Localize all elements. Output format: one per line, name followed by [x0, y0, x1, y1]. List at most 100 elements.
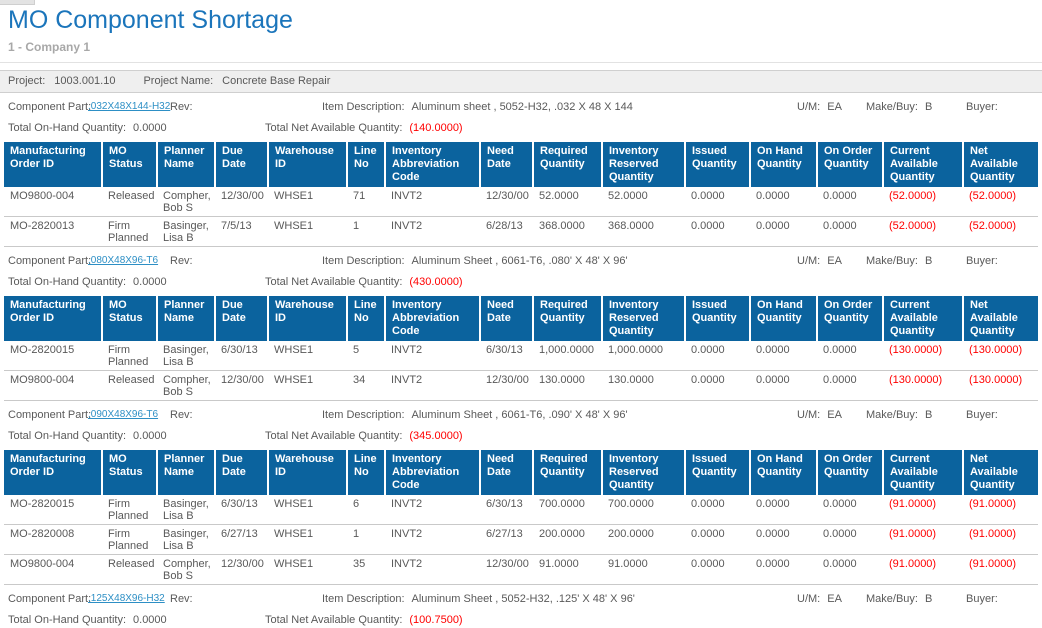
- total-net-available-label: Total Net Available Quantity:: [265, 614, 403, 626]
- total-net-available-label: Total Net Available Quantity:: [265, 122, 403, 134]
- table-cell: 200.0000: [533, 524, 602, 555]
- table-cell: INVT2: [385, 370, 480, 401]
- table-cell: MO9800-004: [4, 554, 102, 585]
- column-header: On Hand Quantity: [749, 450, 817, 495]
- rev-label: Rev:: [170, 593, 193, 605]
- column-header: Issued Quantity: [684, 450, 750, 495]
- table-cell: 12/30/00: [480, 554, 533, 585]
- make-buy-value: B: [924, 101, 933, 113]
- item-description-value: Aluminum Sheet , 6061-T6, .090' X 48' X …: [411, 409, 628, 421]
- table-cell: (91.0000): [883, 495, 963, 525]
- table-cell: 0.0000: [817, 187, 883, 217]
- component-part-link[interactable]: .125X48X96-H32: [88, 593, 165, 604]
- column-header: Inventory Abbreviation Code: [384, 296, 480, 341]
- make-buy-value: B: [924, 255, 933, 267]
- make-buy-field: Make/Buy: B: [866, 409, 932, 421]
- item-description-label: Item Description:: [322, 255, 405, 267]
- rev-label: Rev:: [170, 255, 193, 267]
- column-header: Required Quantity: [532, 142, 602, 187]
- table-cell: WHSE1: [268, 370, 347, 401]
- totals-row: Total On-Hand Quantity: 0.0000 Total Net A…: [0, 613, 1042, 628]
- table-cell: (91.0000): [883, 554, 963, 585]
- table-header-row: Manufacturing Order ID MO Status Planner N…: [4, 296, 1038, 341]
- table-cell: 5: [347, 341, 385, 371]
- table-row: MO9800-004 Released Compher, Bob S 12/30/00…: [4, 187, 1038, 217]
- table-cell: 0.0000: [685, 554, 750, 585]
- total-net-available-field: Total Net Available Quantity: (140.0000): [265, 122, 463, 134]
- component-part-link[interactable]: .032X48X144-H32: [88, 101, 171, 112]
- table-cell: (52.0000): [963, 187, 1038, 217]
- column-header: Issued Quantity: [684, 142, 750, 187]
- component-section: Component Part: .032X48X144-H32 Rev: Item D…: [0, 100, 1042, 247]
- column-header: Inventory Reserved Quantity: [601, 450, 685, 495]
- table-row: MO-2820015 Firm Planned Basinger, Lisa B 6/…: [4, 495, 1038, 525]
- column-header: Net Available Quantity: [962, 142, 1038, 187]
- column-header: Need Date: [479, 296, 533, 341]
- table-cell: (52.0000): [883, 187, 963, 217]
- column-header: Line No: [346, 142, 385, 187]
- total-on-hand-field: Total On-Hand Quantity: 0.0000: [8, 614, 167, 626]
- component-part-label: Component Part:: [8, 593, 92, 605]
- table-cell: MO9800-004: [4, 370, 102, 401]
- um-label: U/M:: [797, 409, 821, 421]
- table-cell: 0.0000: [817, 495, 883, 525]
- item-description-label: Item Description:: [322, 593, 405, 605]
- table-header-row: Manufacturing Order ID MO Status Planner N…: [4, 450, 1038, 495]
- total-on-hand-field: Total On-Hand Quantity: 0.0000: [8, 276, 167, 288]
- table-cell: 6/28/13: [480, 216, 533, 247]
- table-cell: Basinger, Lisa B: [157, 341, 215, 371]
- make-buy-field: Make/Buy: B: [866, 101, 932, 113]
- table-cell: 700.0000: [602, 495, 685, 525]
- column-header: Planner Name: [156, 142, 215, 187]
- column-header: Net Available Quantity: [962, 450, 1038, 495]
- component-part-label: Component Part:: [8, 101, 92, 113]
- component-part-link[interactable]: .090X48X96-T6: [88, 409, 159, 420]
- table-cell: 6/27/13: [215, 524, 268, 555]
- table-cell: INVT2: [385, 216, 480, 247]
- um-value: EA: [827, 593, 842, 605]
- table-row: MO-2820015 Firm Planned Basinger, Lisa B 6/…: [4, 341, 1038, 371]
- component-part-row: Component Part: .090X48X96-T6 Rev: Item Des…: [0, 408, 1042, 423]
- table-cell: INVT2: [385, 495, 480, 525]
- table-cell: 200.0000: [602, 524, 685, 555]
- table-cell: WHSE1: [268, 495, 347, 525]
- column-header: Planner Name: [156, 296, 215, 341]
- total-on-hand-field: Total On-Hand Quantity: 0.0000: [8, 430, 167, 442]
- item-description: Item Description: Aluminum sheet , 5052-H…: [322, 101, 633, 113]
- column-header: Manufacturing Order ID: [4, 296, 102, 341]
- component-part-row: Component Part: .125X48X96-H32 Rev: Item De…: [0, 592, 1042, 607]
- total-net-available-value: (140.0000): [409, 122, 463, 134]
- table-cell: INVT2: [385, 187, 480, 217]
- item-description-label: Item Description:: [322, 101, 405, 113]
- project-name-label: Project Name:: [143, 75, 214, 87]
- table-cell: (52.0000): [963, 216, 1038, 247]
- project-name-value: Concrete Base Repair: [222, 75, 331, 87]
- table-cell: (130.0000): [963, 370, 1038, 401]
- um-label: U/M:: [797, 593, 821, 605]
- rev-label: Rev:: [170, 409, 193, 421]
- column-header: Net Available Quantity: [962, 296, 1038, 341]
- make-buy-label: Make/Buy:: [866, 101, 918, 113]
- table-cell: MO-2820015: [4, 341, 102, 371]
- project-label: Project:: [8, 75, 46, 87]
- table-cell: 130.0000: [533, 370, 602, 401]
- table-cell: 368.0000: [602, 216, 685, 247]
- column-header: MO Status: [101, 142, 157, 187]
- component-part-link[interactable]: .080X48X96-T6: [88, 255, 159, 266]
- table-cell: 0.0000: [750, 370, 817, 401]
- item-description: Item Description: Aluminum Sheet , 6061-T…: [322, 255, 628, 267]
- column-header: Planner Name: [156, 450, 215, 495]
- table-row: MO9800-004 Released Compher, Bob S 12/30/00…: [4, 370, 1038, 401]
- buyer-label: Buyer:: [966, 255, 998, 267]
- table-cell: Firm Planned: [102, 524, 157, 555]
- table-cell: (91.0000): [883, 524, 963, 555]
- column-header: Due Date: [214, 142, 268, 187]
- table-cell: (130.0000): [883, 341, 963, 371]
- column-header: Warehouse ID: [267, 142, 347, 187]
- table-cell: WHSE1: [268, 187, 347, 217]
- item-description-value: Aluminum sheet , 5052-H32, .032 X 48 X 1…: [411, 101, 633, 113]
- column-header: Issued Quantity: [684, 296, 750, 341]
- shortage-table: Manufacturing Order ID MO Status Planner N…: [4, 142, 1038, 247]
- table-cell: Firm Planned: [102, 216, 157, 247]
- table-cell: (91.0000): [963, 554, 1038, 585]
